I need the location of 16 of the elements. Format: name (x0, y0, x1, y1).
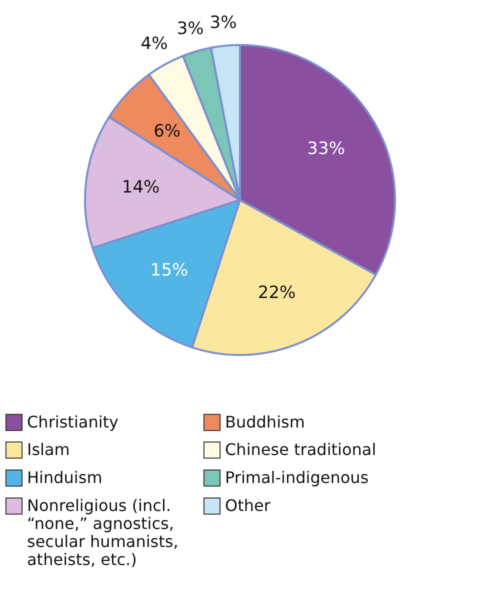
data-label: 4% (140, 34, 168, 54)
data-label: 6% (154, 122, 181, 142)
data-label: 22% (258, 282, 296, 303)
data-label: 3% (176, 19, 204, 40)
data-label: 14% (122, 177, 160, 198)
legend-label: Primal-indigenous (225, 468, 369, 487)
legend-label: Christianity (27, 412, 119, 432)
legend-label: Buddhism (225, 412, 305, 432)
legend-label: Hinduism (27, 468, 102, 487)
data-label: 33% (307, 139, 345, 160)
legend-label: Chinese traditional (225, 440, 376, 459)
legend-label: Nonreligious (incl. “none,” agnostics, secular humanists, atheists, etc.) (27, 496, 178, 569)
data-label: 3% (210, 12, 237, 33)
data-label: 15% (150, 260, 188, 281)
legend-label: Islam (27, 440, 70, 459)
legend-label: Other (225, 496, 271, 515)
